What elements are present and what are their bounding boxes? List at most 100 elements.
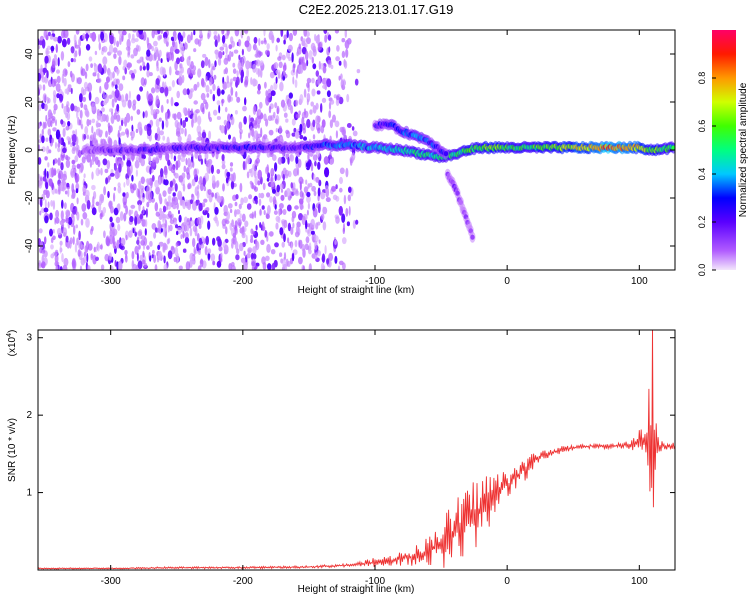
noise-speckle — [169, 219, 175, 225]
noise-speckle — [46, 170, 49, 179]
noise-speckle — [317, 75, 321, 86]
noise-speckle — [299, 181, 302, 191]
noise-speckle — [345, 207, 349, 217]
x-tick-label: -300 — [101, 276, 121, 287]
noise-speckle — [308, 249, 312, 255]
noise-speckle — [108, 200, 112, 210]
noise-speckle — [67, 121, 71, 127]
noise-speckle — [38, 228, 43, 234]
noise-speckle — [280, 194, 285, 201]
noise-speckle — [38, 122, 41, 129]
noise-speckle — [241, 61, 244, 68]
noise-speckle — [265, 118, 269, 127]
noise-speckle — [237, 39, 242, 47]
noise-speckle — [87, 82, 93, 93]
noise-speckle — [75, 144, 80, 152]
noise-speckle — [306, 191, 311, 198]
noise-speckle — [215, 180, 219, 188]
noise-speckle — [54, 253, 59, 264]
noise-speckle — [174, 183, 178, 192]
noise-speckle — [108, 252, 112, 261]
noise-speckle — [219, 257, 223, 263]
noise-speckle — [214, 60, 217, 68]
noise-speckle — [91, 31, 97, 42]
noise-speckle — [228, 44, 233, 50]
noise-speckle — [109, 108, 114, 113]
noise-speckle — [163, 165, 168, 174]
noise-speckle — [167, 210, 172, 218]
noise-speckle — [187, 108, 191, 118]
noise-speckle — [146, 62, 150, 71]
noise-speckle — [66, 37, 71, 45]
noise-speckle — [341, 213, 346, 223]
y-tick-label: 0 — [24, 147, 35, 153]
noise-speckle — [200, 102, 205, 113]
noise-speckle — [170, 166, 176, 174]
noise-speckle — [215, 154, 219, 160]
noise-speckle — [276, 174, 281, 181]
noise-speckle — [82, 185, 87, 194]
noise-speckle — [83, 133, 87, 140]
noise-speckle — [40, 197, 43, 208]
noise-speckle — [264, 81, 267, 89]
noise-speckle — [146, 127, 152, 137]
noise-speckle — [344, 30, 347, 38]
noise-speckle — [199, 30, 203, 37]
noise-speckle — [259, 68, 263, 78]
noise-speckle — [55, 249, 59, 255]
noise-speckle — [211, 174, 216, 184]
noise-speckle — [168, 86, 172, 92]
noise-speckle — [203, 186, 207, 192]
noise-speckle — [306, 195, 311, 204]
noise-speckle — [131, 124, 134, 132]
noise-speckle — [252, 246, 257, 255]
noise-speckle — [261, 256, 266, 265]
noise-speckle — [106, 76, 110, 83]
noise-speckle — [184, 128, 187, 137]
noise-speckle — [245, 60, 251, 70]
noise-speckle — [294, 240, 298, 248]
noise-speckle — [267, 172, 271, 180]
noise-speckle — [310, 230, 315, 235]
noise-speckle — [169, 66, 172, 76]
noise-speckle — [59, 266, 63, 270]
noise-speckle — [286, 260, 291, 267]
noise-speckle — [190, 108, 194, 115]
noise-speckle — [116, 40, 120, 48]
noise-speckle — [274, 118, 279, 124]
noise-speckle — [290, 182, 294, 189]
noise-speckle — [343, 134, 348, 140]
noise-speckle — [242, 105, 247, 112]
noise-speckle — [98, 203, 102, 213]
noise-speckle — [298, 213, 303, 221]
noise-speckle — [204, 172, 209, 182]
noise-speckle — [46, 96, 49, 105]
noise-speckle — [294, 79, 298, 88]
noise-speckle — [243, 196, 248, 203]
noise-speckle — [188, 55, 191, 61]
noise-speckle — [287, 44, 293, 52]
noise-speckle — [125, 93, 129, 102]
noise-speckle — [183, 165, 187, 173]
noise-speckle — [243, 116, 247, 125]
noise-speckle — [124, 249, 128, 256]
noise-speckle — [193, 48, 197, 53]
noise-speckle — [186, 218, 190, 223]
noise-speckle — [316, 90, 321, 95]
noise-speckle — [265, 213, 270, 219]
noise-speckle — [52, 229, 55, 234]
noise-speckle — [205, 101, 209, 110]
noise-speckle — [317, 187, 321, 197]
noise-speckle — [186, 34, 192, 44]
noise-speckle — [298, 43, 302, 50]
noise-speckle — [71, 258, 76, 269]
noise-speckle — [45, 181, 49, 190]
noise-speckle — [291, 118, 296, 126]
noise-speckle — [79, 93, 83, 103]
spectrogram-noise — [38, 30, 361, 270]
noise-speckle — [81, 203, 87, 212]
noise-speckle — [140, 77, 145, 86]
noise-speckle — [323, 30, 328, 34]
noise-speckle — [335, 184, 338, 190]
noise-speckle — [94, 96, 100, 105]
